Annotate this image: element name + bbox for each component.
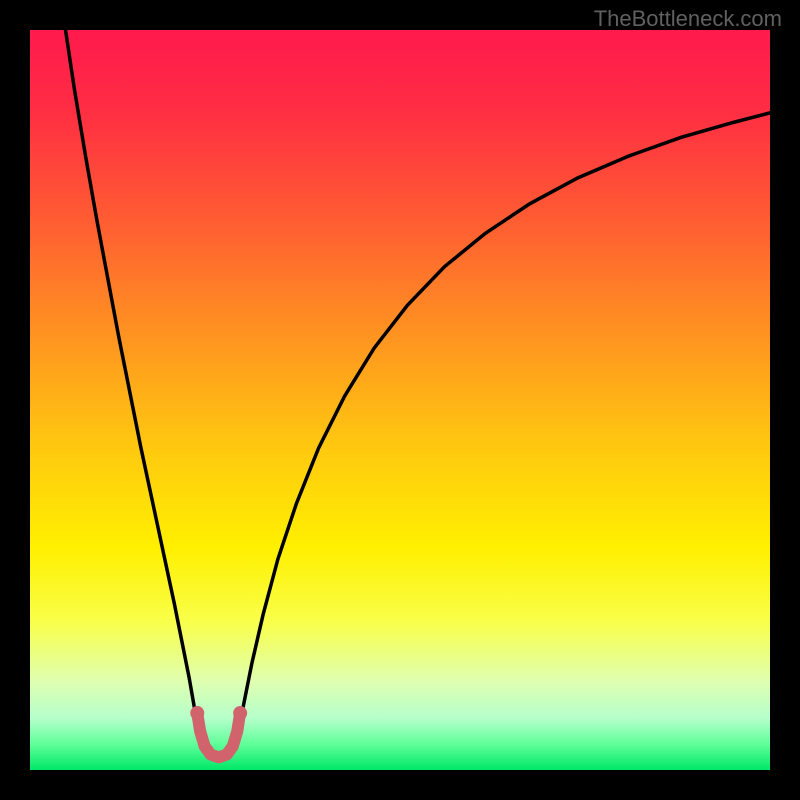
watermark-text: TheBottleneck.com [594, 6, 782, 32]
plot-area [30, 30, 770, 770]
chart-container: TheBottleneck.com [0, 0, 800, 800]
gradient-background [30, 30, 770, 770]
bottleneck-curve-chart [30, 30, 770, 770]
trough-end-dot-right [233, 706, 247, 720]
trough-end-dot-left [190, 706, 204, 720]
